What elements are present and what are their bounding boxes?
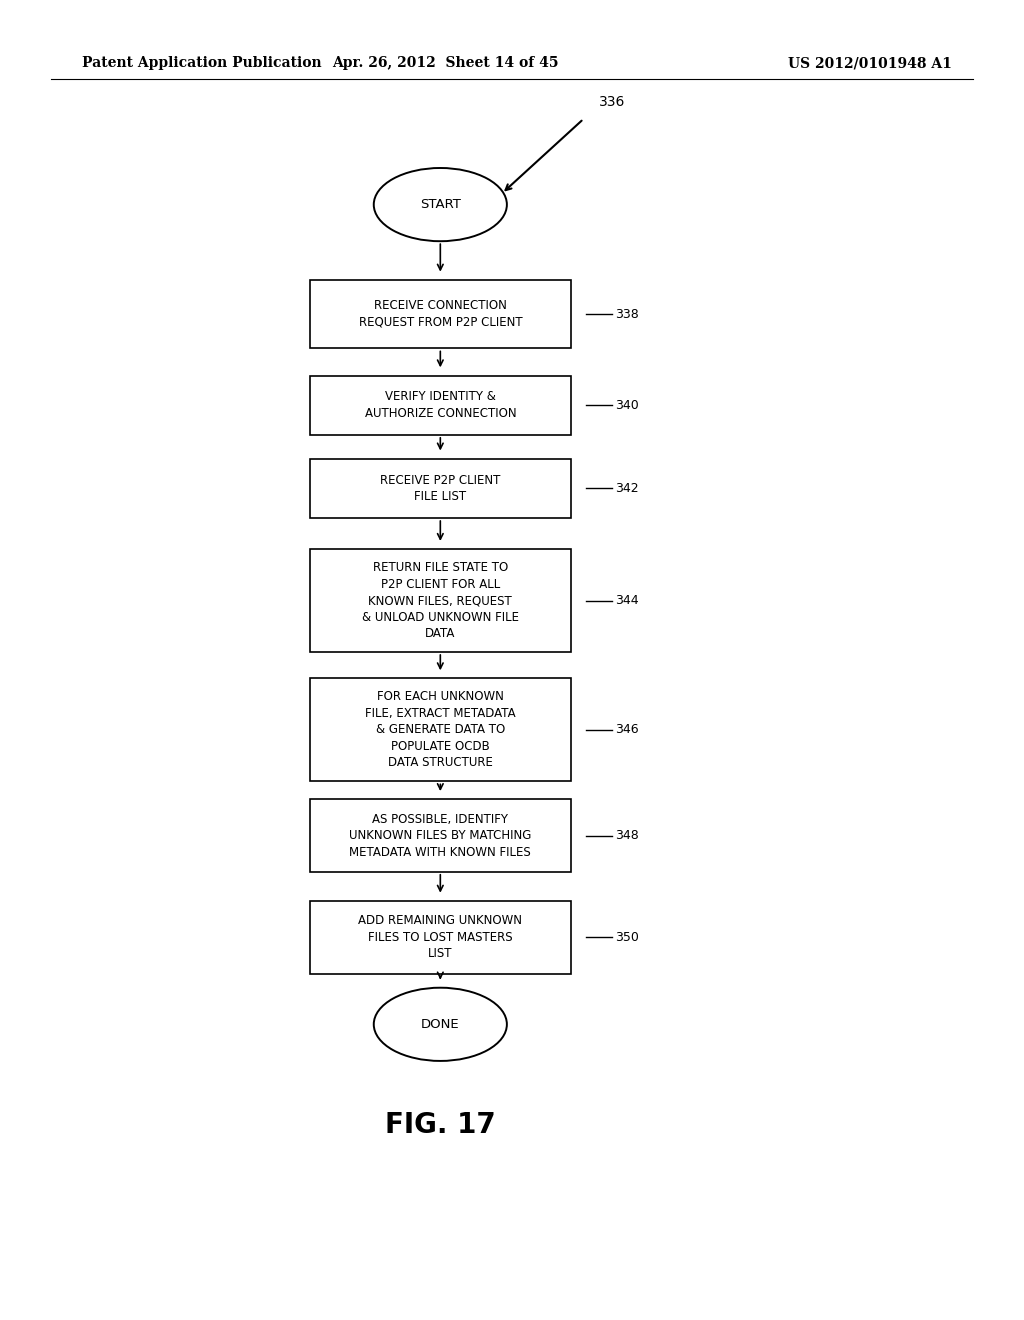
- Text: FIG. 17: FIG. 17: [385, 1110, 496, 1139]
- Text: 346: 346: [614, 723, 639, 737]
- Text: Patent Application Publication: Patent Application Publication: [82, 57, 322, 70]
- Bar: [309, 902, 571, 974]
- Bar: [309, 375, 571, 436]
- Text: 348: 348: [614, 829, 639, 842]
- Text: START: START: [420, 198, 461, 211]
- Text: VERIFY IDENTITY &
AUTHORIZE CONNECTION: VERIFY IDENTITY & AUTHORIZE CONNECTION: [365, 391, 516, 420]
- Bar: [309, 678, 571, 781]
- Text: RECEIVE P2P CLIENT
FILE LIST: RECEIVE P2P CLIENT FILE LIST: [380, 474, 501, 503]
- Text: 350: 350: [614, 931, 639, 944]
- Text: DONE: DONE: [421, 1018, 460, 1031]
- Text: 336: 336: [599, 95, 626, 108]
- Text: FOR EACH UNKNOWN
FILE, EXTRACT METADATA
& GENERATE DATA TO
POPULATE OCDB
DATA ST: FOR EACH UNKNOWN FILE, EXTRACT METADATA …: [365, 690, 516, 770]
- Text: 340: 340: [614, 399, 639, 412]
- Text: 342: 342: [614, 482, 639, 495]
- Bar: [309, 549, 571, 652]
- Bar: [309, 458, 571, 517]
- Text: Apr. 26, 2012  Sheet 14 of 45: Apr. 26, 2012 Sheet 14 of 45: [332, 57, 559, 70]
- Text: ADD REMAINING UNKNOWN
FILES TO LOST MASTERS
LIST: ADD REMAINING UNKNOWN FILES TO LOST MAST…: [358, 915, 522, 960]
- Bar: [309, 799, 571, 873]
- Text: 344: 344: [614, 594, 639, 607]
- Text: 338: 338: [614, 308, 639, 321]
- Text: AS POSSIBLE, IDENTIFY
UNKNOWN FILES BY MATCHING
METADATA WITH KNOWN FILES: AS POSSIBLE, IDENTIFY UNKNOWN FILES BY M…: [349, 813, 531, 858]
- Text: RECEIVE CONNECTION
REQUEST FROM P2P CLIENT: RECEIVE CONNECTION REQUEST FROM P2P CLIE…: [358, 300, 522, 329]
- Text: RETURN FILE STATE TO
P2P CLIENT FOR ALL
KNOWN FILES, REQUEST
& UNLOAD UNKNOWN FI: RETURN FILE STATE TO P2P CLIENT FOR ALL …: [361, 561, 519, 640]
- Bar: [309, 280, 571, 348]
- Text: US 2012/0101948 A1: US 2012/0101948 A1: [788, 57, 952, 70]
